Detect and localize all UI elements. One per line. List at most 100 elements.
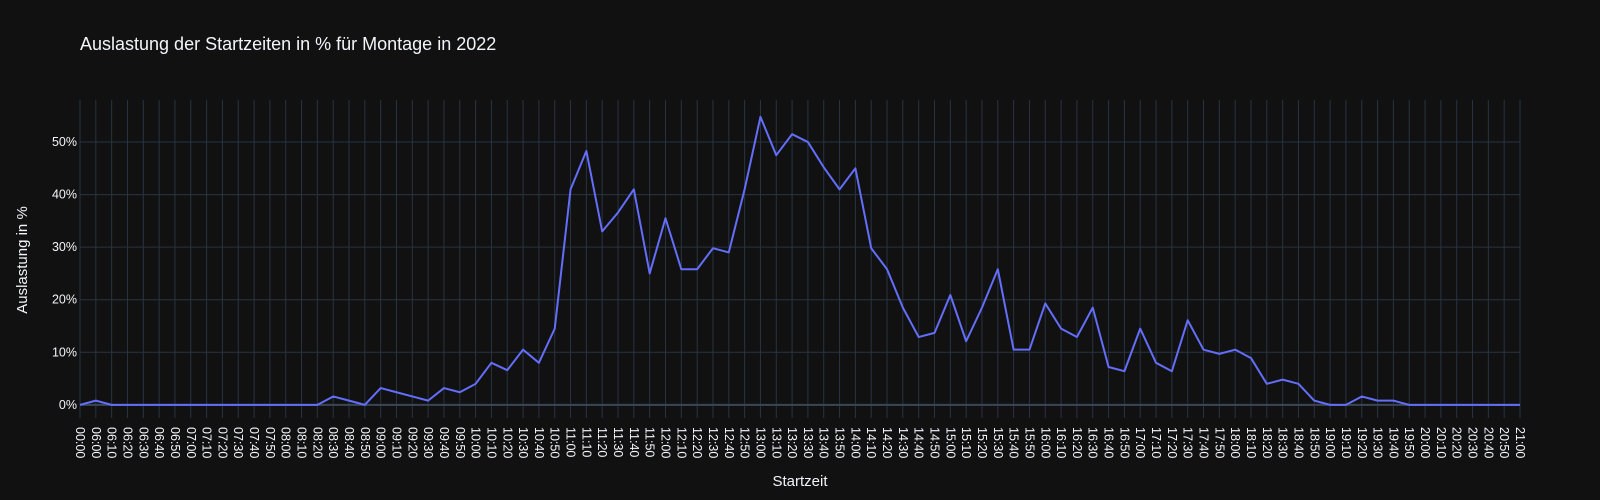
x-tick-label: 11:10 <box>579 427 593 457</box>
x-tick-label: 06:10 <box>105 427 119 458</box>
x-tick-label: 17:00 <box>1133 427 1147 458</box>
x-tick-label: 06:00 <box>89 427 103 458</box>
x-tick-label: 08:30 <box>326 427 340 458</box>
x-tick-label: 09:40 <box>437 427 451 458</box>
x-tick-label: 11:30 <box>611 427 625 457</box>
x-tick-label: 09:20 <box>405 427 419 458</box>
x-tick-label: 20:30 <box>1466 427 1480 458</box>
x-tick-label: 17:30 <box>1181 427 1195 458</box>
x-tick-label: 08:50 <box>358 427 372 458</box>
x-tick-label: 16:30 <box>1086 427 1100 458</box>
x-tick-label: 17:40 <box>1197 427 1211 458</box>
x-tick-label: 18:20 <box>1260 427 1274 458</box>
series-line <box>79 115 1520 406</box>
x-tick-label: 12:50 <box>738 427 752 458</box>
grid-lines <box>79 100 1521 418</box>
x-tick-label: 15:00 <box>943 427 957 458</box>
y-axis-ticks: 0% 10% 20% 30% 40% 50% <box>52 135 77 412</box>
x-tick-label: 18:50 <box>1307 427 1321 458</box>
x-tick-label: 17:20 <box>1165 427 1179 458</box>
x-tick-label: 18:40 <box>1291 427 1305 458</box>
x-tick-label: 10:00 <box>469 427 483 458</box>
x-tick-label: 11:00 <box>564 427 578 457</box>
x-tick-label: 21:00 <box>1513 427 1527 458</box>
x-tick-label: 16:10 <box>1054 427 1068 458</box>
x-tick-label: 12:40 <box>722 427 736 458</box>
x-tick-label: 09:00 <box>374 427 388 458</box>
x-tick-label: 10:10 <box>484 427 498 458</box>
x-tick-label: 12:20 <box>690 427 704 458</box>
x-tick-label: 09:10 <box>389 427 403 458</box>
x-tick-label: 15:10 <box>959 427 973 458</box>
x-tick-label: 20:40 <box>1481 427 1495 458</box>
x-tick-label: 09:30 <box>421 427 435 458</box>
x-tick-label: 07:10 <box>200 427 214 458</box>
x-tick-label: 06:30 <box>136 427 150 458</box>
x-tick-label: 08:40 <box>342 427 356 458</box>
x-tick-label: 17:50 <box>1212 427 1226 458</box>
y-tick-label: 50% <box>52 135 77 149</box>
x-axis-title: Startzeit <box>772 473 828 490</box>
x-tick-label: 12:10 <box>674 427 688 458</box>
y-tick-label: 30% <box>52 240 77 254</box>
x-tick-label: 18:10 <box>1244 427 1258 458</box>
x-tick-label: 06:40 <box>152 427 166 458</box>
x-axis-ticks: 00:00 06:00 06:10 06:20 06:30 06:40 06:50 07:00… <box>73 427 1527 458</box>
y-tick-label: 10% <box>52 345 77 359</box>
x-tick-label: 19:10 <box>1339 427 1353 458</box>
x-tick-label: 07:40 <box>247 427 261 458</box>
x-tick-label: 14:50 <box>928 427 942 458</box>
x-tick-label: 15:20 <box>975 427 989 458</box>
x-tick-label: 11:50 <box>643 427 657 457</box>
x-tick-label: 13:30 <box>801 427 815 458</box>
x-tick-label: 20:10 <box>1434 427 1448 458</box>
x-tick-label: 13:10 <box>769 427 783 458</box>
x-tick-label: 16:00 <box>1038 427 1052 458</box>
x-tick-label: 16:20 <box>1070 427 1084 458</box>
x-tick-label: 13:40 <box>817 427 831 458</box>
x-tick-label: 14:20 <box>880 427 894 458</box>
x-tick-label: 19:40 <box>1386 427 1400 458</box>
x-tick-label: 20:20 <box>1450 427 1464 458</box>
x-tick-label: 14:00 <box>848 427 862 458</box>
x-tick-label: 14:10 <box>864 427 878 458</box>
x-tick-label: 20:00 <box>1418 427 1432 458</box>
x-tick-label: 10:20 <box>500 427 514 458</box>
y-tick-label: 0% <box>59 398 77 412</box>
x-tick-label: 15:50 <box>1022 427 1036 458</box>
x-tick-label: 19:30 <box>1371 427 1385 458</box>
x-tick-label: 14:40 <box>912 427 926 458</box>
x-tick-label: 07:00 <box>184 427 198 458</box>
x-tick-label: 16:40 <box>1102 427 1116 458</box>
x-tick-label: 17:10 <box>1149 427 1163 458</box>
y-tick-label: 20% <box>52 293 77 307</box>
x-tick-label: 18:00 <box>1228 427 1242 458</box>
x-tick-label: 20:50 <box>1497 427 1511 458</box>
x-tick-label: 15:30 <box>991 427 1005 458</box>
x-tick-label: 07:50 <box>263 427 277 458</box>
x-tick-label: 10:50 <box>548 427 562 458</box>
x-tick-label: 08:00 <box>279 427 293 458</box>
y-tick-label: 40% <box>52 188 77 202</box>
y-axis-title: Auslastung in % <box>14 206 31 314</box>
x-tick-label: 13:50 <box>833 427 847 458</box>
x-tick-label: 06:50 <box>168 427 182 458</box>
x-tick-label: 08:10 <box>295 427 309 458</box>
x-tick-label: 13:20 <box>785 427 799 458</box>
x-tick-label: 11:20 <box>595 427 609 457</box>
x-tick-label: 07:20 <box>215 427 229 458</box>
x-tick-label: 12:00 <box>658 427 672 458</box>
x-tick-label: 18:30 <box>1276 427 1290 458</box>
x-tick-label: 19:20 <box>1355 427 1369 458</box>
x-tick-label: 10:40 <box>532 427 546 458</box>
x-tick-label: 11:40 <box>627 427 641 457</box>
x-tick-label: 16:50 <box>1117 427 1131 458</box>
x-tick-label: 08:20 <box>310 427 324 458</box>
x-tick-label: 14:30 <box>896 427 910 458</box>
x-tick-label: 15:40 <box>1007 427 1021 458</box>
x-tick-label: 19:50 <box>1402 427 1416 458</box>
x-tick-label: 09:50 <box>453 427 467 458</box>
x-tick-label: 13:00 <box>753 427 767 458</box>
